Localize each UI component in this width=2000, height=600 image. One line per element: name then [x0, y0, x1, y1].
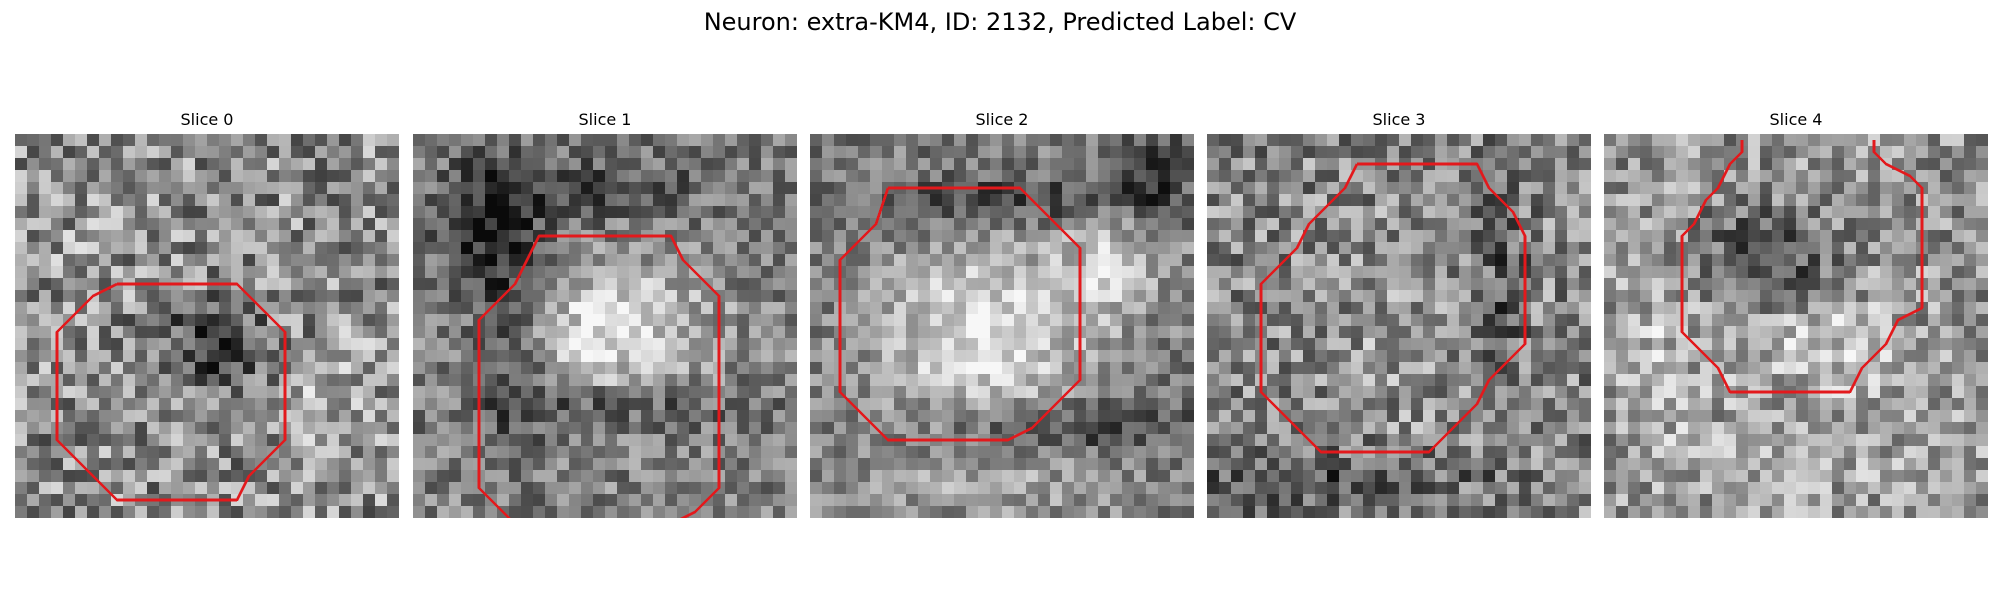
slice-image-4	[1604, 134, 1988, 518]
segmentation-contour	[55, 282, 287, 502]
slice-image-2	[810, 134, 1194, 518]
figure-title: Neuron: extra-KM4, ID: 2132, Predicted L…	[703, 8, 1297, 36]
slice-image-3	[1207, 134, 1591, 518]
slice-title-1: Slice 1	[578, 110, 632, 129]
segmentation-contour	[477, 234, 721, 518]
segmentation-contour	[1259, 162, 1527, 454]
slice-panels: Slice 0 Slice 1 Slice 2 Slice 3 Slice 4	[0, 108, 2000, 528]
slice-image-1	[413, 134, 797, 518]
slice-image-0	[15, 134, 399, 518]
slice-title-2: Slice 2	[975, 110, 1029, 129]
segmentation-contour	[838, 186, 1082, 442]
slice-title-4: Slice 4	[1769, 110, 1823, 129]
segmentation-contour	[1680, 140, 1924, 394]
slice-title-3: Slice 3	[1372, 110, 1426, 129]
slice-title-0: Slice 0	[180, 110, 234, 129]
